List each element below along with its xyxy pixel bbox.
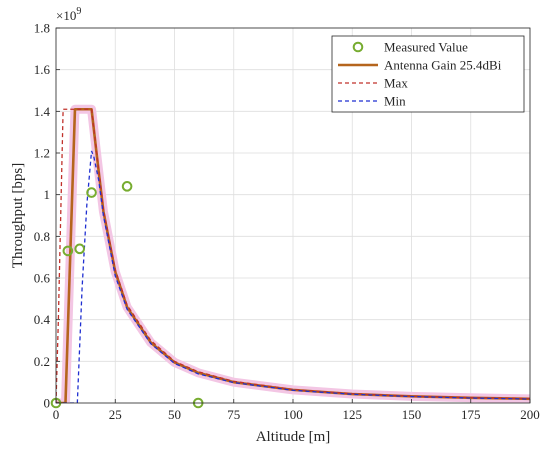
data-point-measured-value [74,243,85,255]
series-group [50,104,530,409]
y-tick-label: 0.8 [34,229,50,244]
series-clip-group [56,104,530,403]
x-tick-label: 50 [168,407,181,422]
legend-label-max: Max [384,76,408,91]
x-tick-label: 150 [402,407,422,422]
y-tick-label: 0.2 [34,354,50,369]
series-line-min [56,150,530,403]
y-tick-label: 1.6 [34,62,51,77]
axis-ticks: 0 25 50 75 100 125 150 175 200 0 0.2 0.4 0.6 0.8 1 1.2 1… [34,21,540,423]
x-tick-label: 175 [461,407,481,422]
data-point-measured-value [86,187,97,198]
y-axis-label: Throughput [bps] [10,163,26,268]
y-axis-exponent-base: ×10 [56,8,76,23]
x-tick-label: 100 [283,407,303,422]
x-axis-label: Altitude [m] [256,429,331,445]
legend-marker-measured-value [352,41,364,53]
data-point-measured-value [121,181,133,192]
y-tick-label: 0 [44,396,51,411]
y-tick-label: 1.8 [34,21,50,36]
legend: Measured Value Antenna Gain 25.4dBi Max Min [331,35,525,113]
x-tick-label: 125 [343,407,363,422]
y-tick-label: 0.6 [34,271,51,286]
x-tick-label: 75 [227,407,240,422]
y-tick-label: 1.2 [34,146,50,161]
y-tick-label: 1.4 [34,104,51,119]
x-tick-label: 200 [520,407,540,422]
legend-label-min: Min [384,94,406,109]
y-tick-label: 0.4 [34,312,51,327]
x-tick-label: 0 [53,407,60,422]
series-line-max [56,108,530,403]
legend-box [331,35,525,113]
y-tick-label: 1 [44,187,51,202]
x-tick-label: 25 [109,407,122,422]
legend-label-measured-value: Measured Value [384,40,468,55]
y-axis-exponent: ×109 [56,6,81,23]
data-point-measured-value [62,245,74,257]
y-axis-exponent-power: 9 [76,6,81,17]
legend-label-antenna-gain-25-4dbi: Antenna Gain 25.4dBi [384,58,502,73]
